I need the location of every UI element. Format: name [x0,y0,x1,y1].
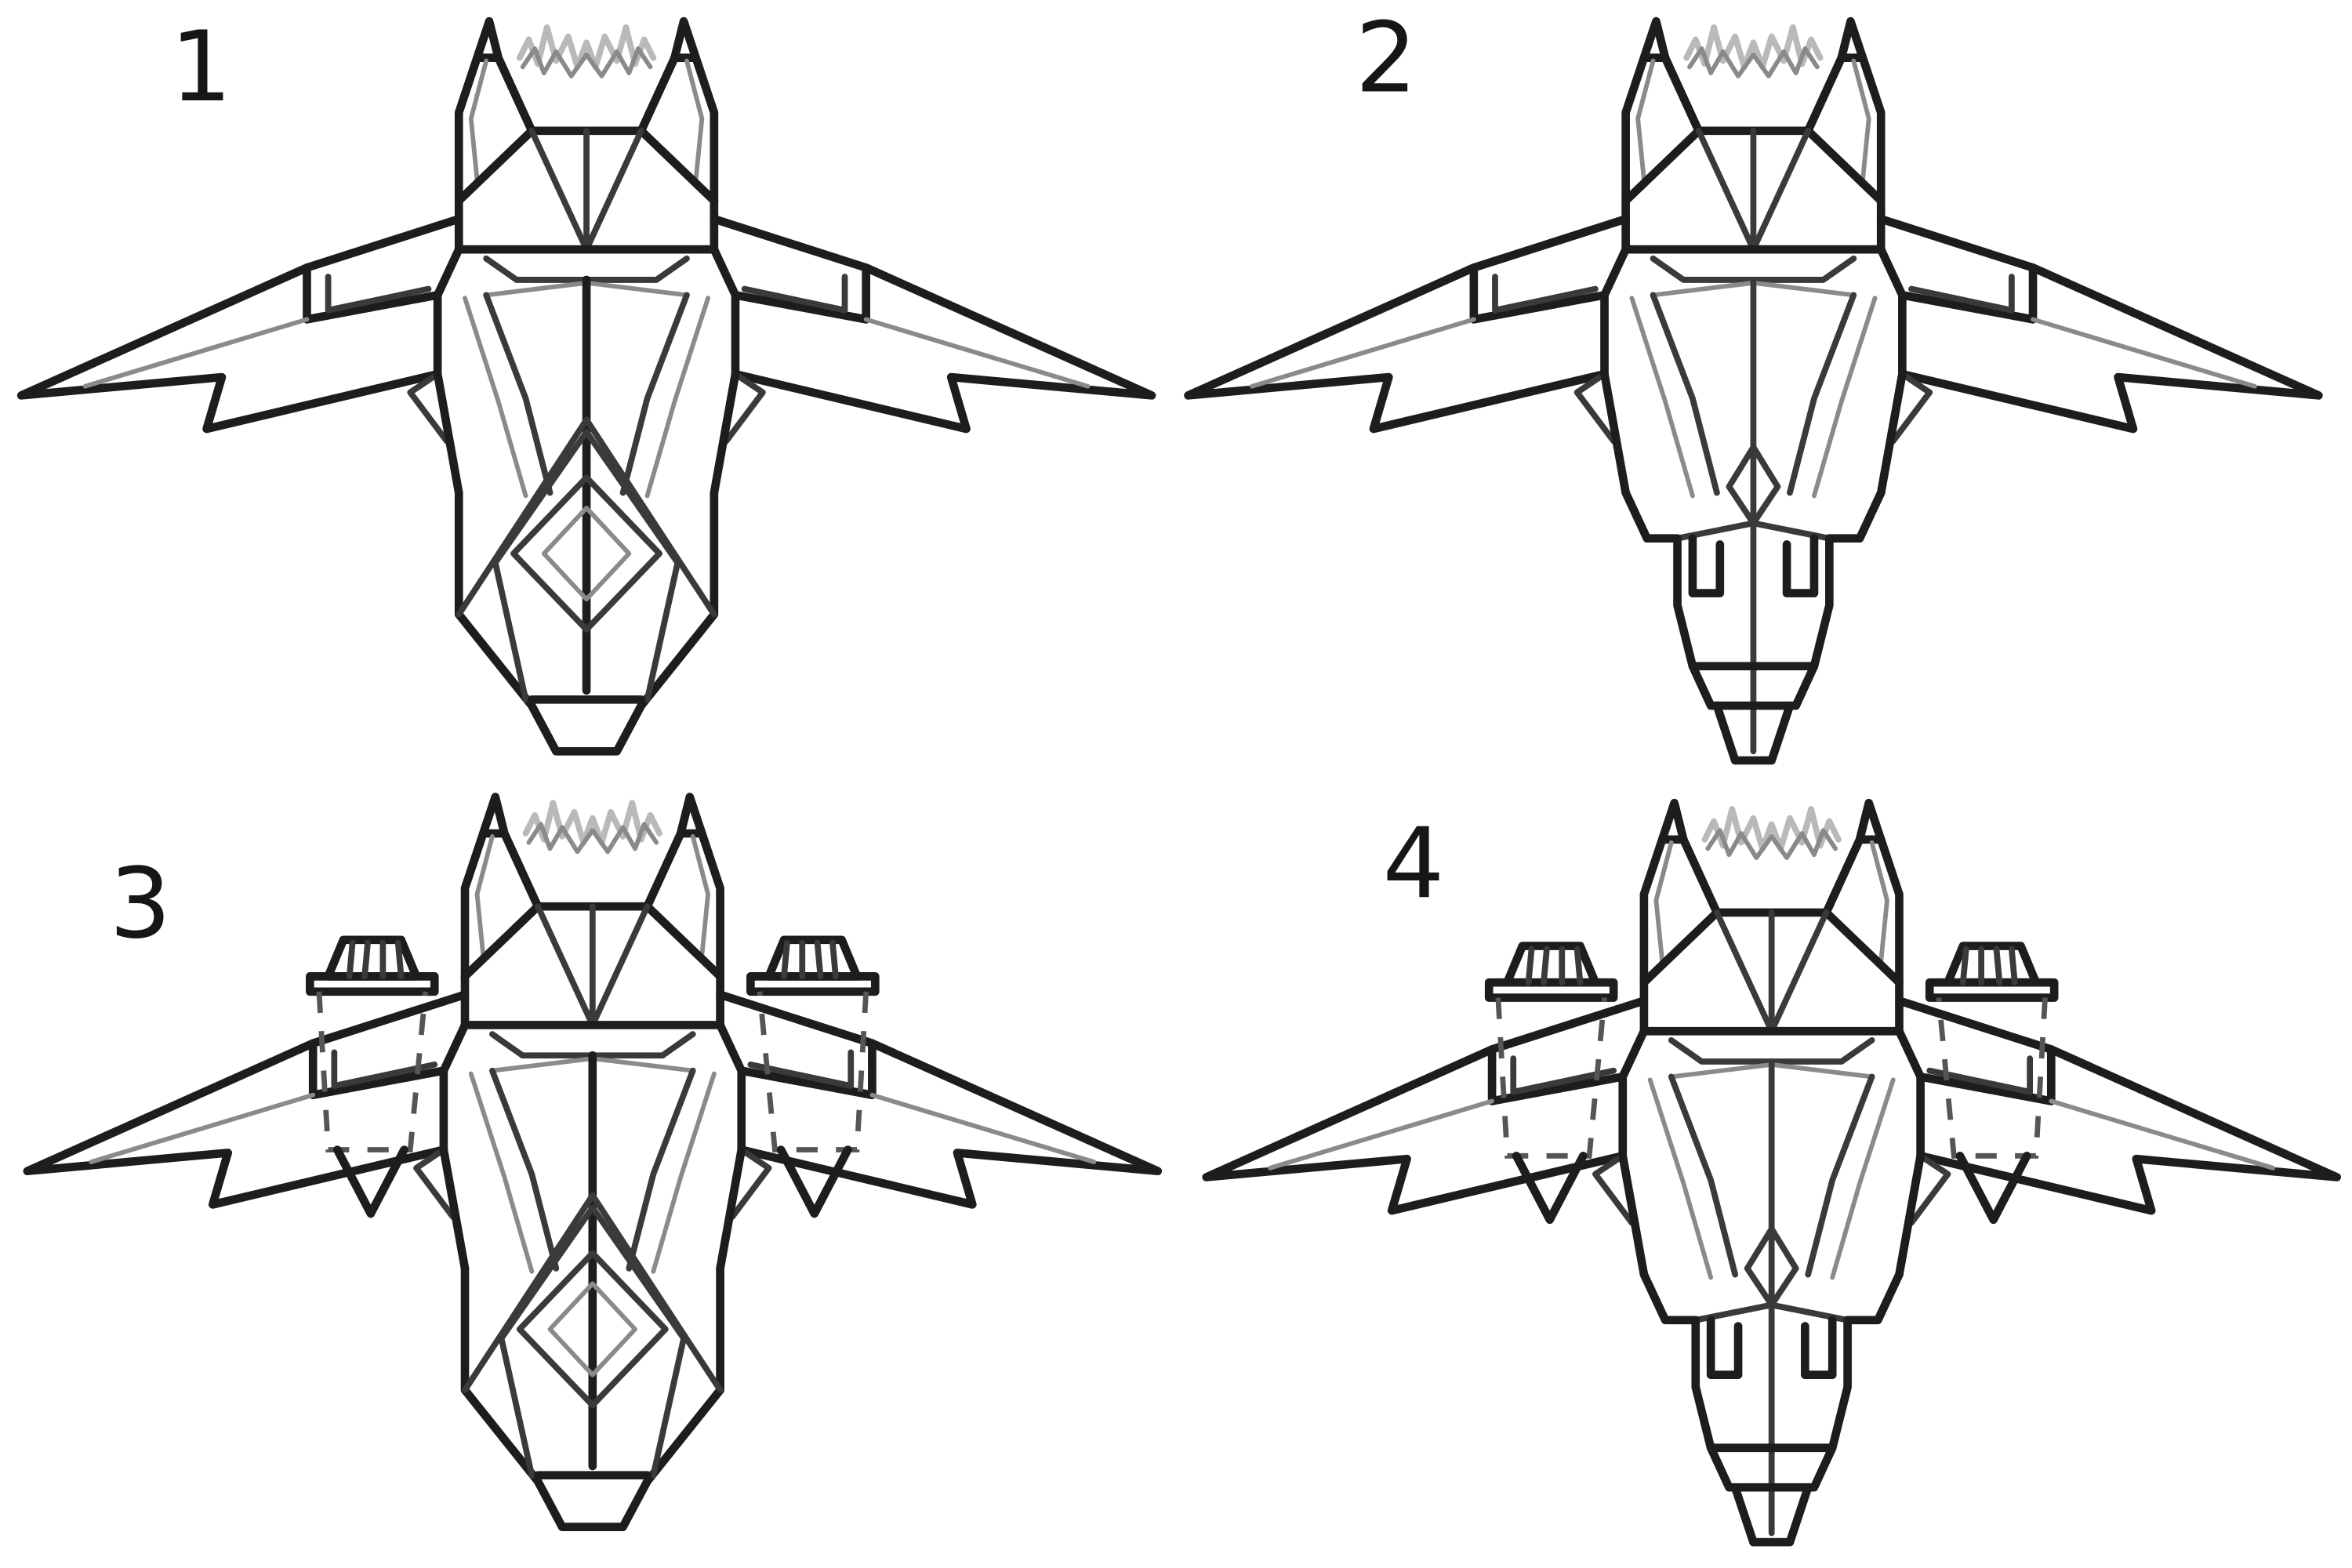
spaceship-sketch-2 [1189,21,2319,760]
spaceship-sketch-1 [21,21,1152,751]
panel-2-number: 2 [1356,2,1417,114]
panel-3: 3 [27,797,1158,1526]
panel-4: 4 [1207,803,2337,1542]
panel-2: 2 [1189,2,2319,760]
panel-3-number: 3 [110,848,172,960]
panel-1: 1 [21,11,1152,751]
panel-1-number: 1 [170,11,232,124]
panel-4-number: 4 [1383,808,1445,920]
spaceship-sketch-3 [27,797,1158,1526]
spaceship-sketch-4 [1207,803,2337,1542]
